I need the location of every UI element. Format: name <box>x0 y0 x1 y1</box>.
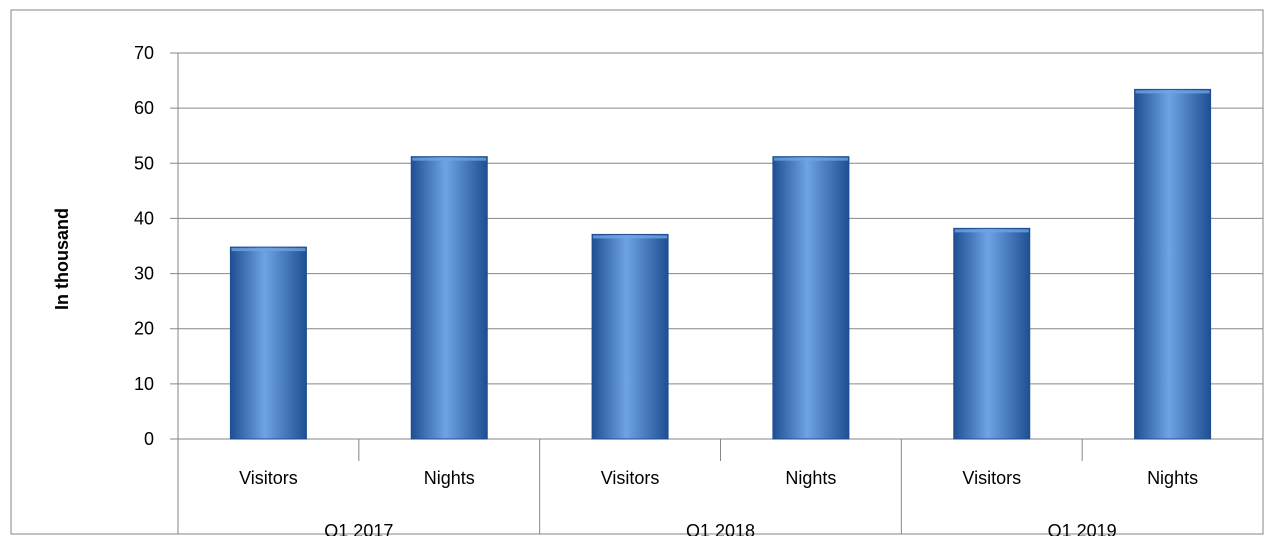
bar-highlight <box>231 248 306 252</box>
bar-highlight <box>1135 90 1210 94</box>
bars <box>229 88 1212 440</box>
bar <box>772 156 850 440</box>
y-axis-title: In thousand <box>52 208 72 310</box>
bar <box>591 233 669 440</box>
x-category-label: Nights <box>1147 468 1198 488</box>
bar <box>953 227 1031 440</box>
bar-highlight <box>773 157 848 161</box>
bar <box>229 246 307 440</box>
x-category-label: Visitors <box>239 468 298 488</box>
y-tick-label: 10 <box>134 374 154 394</box>
y-tick-label: 20 <box>134 319 154 339</box>
x-category-label: Visitors <box>962 468 1021 488</box>
y-tick-label: 50 <box>134 153 154 173</box>
bar <box>1134 88 1212 440</box>
x-category-label: Visitors <box>601 468 660 488</box>
y-tick-label: 60 <box>134 98 154 118</box>
bar <box>410 156 488 440</box>
x-category-label: Nights <box>785 468 836 488</box>
x-group-label: Q1 2019 <box>1048 521 1117 536</box>
y-tick-label: 0 <box>144 429 154 449</box>
y-tick-label: 70 <box>134 43 154 63</box>
x-axis: Visitors Nights Q1 2017 Visitors Nights Q1 20… <box>177 53 1198 541</box>
y-axis-ticks: 0 10 20 30 40 50 60 70 <box>134 43 154 449</box>
x-group-label: Q1 2018 <box>686 521 755 536</box>
gridlines <box>170 52 1263 440</box>
y-tick-label: 40 <box>134 208 154 228</box>
y-tick-label: 30 <box>134 264 154 284</box>
bar-highlight <box>593 235 668 239</box>
bar-highlight <box>412 157 487 161</box>
x-category-label: Nights <box>424 468 475 488</box>
bar-highlight <box>954 229 1029 233</box>
x-group-label: Q1 2017 <box>324 521 393 536</box>
